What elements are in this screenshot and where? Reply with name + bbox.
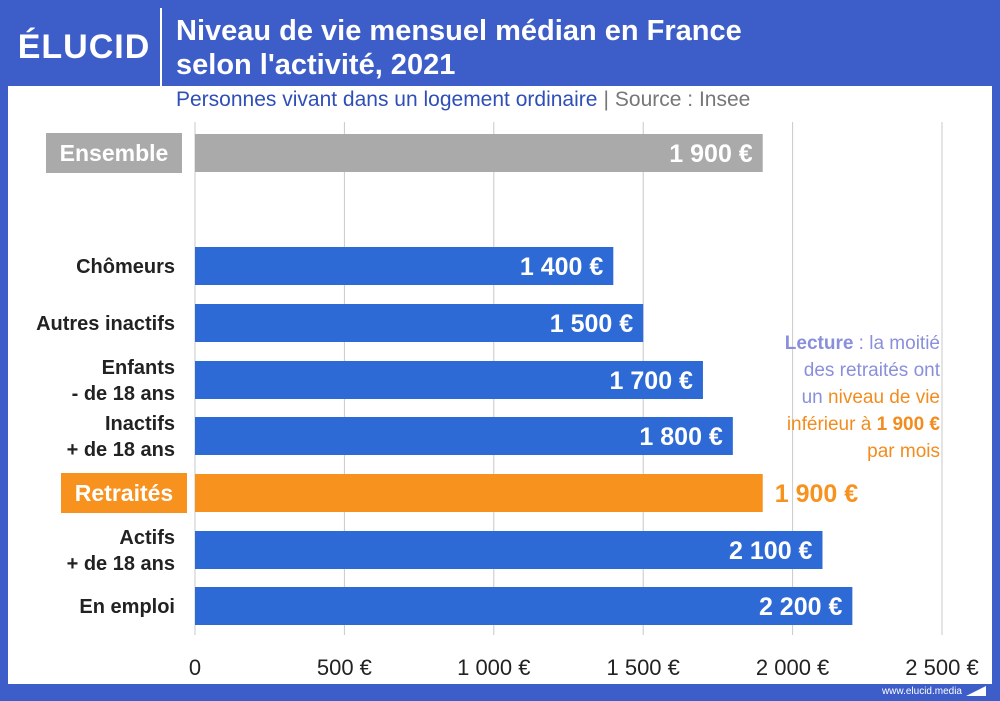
source-text: Source : Insee [614,88,751,111]
category-label-box [46,133,182,173]
bar [195,417,733,455]
chart-title: Niveau de vie mensuel médian en France s… [176,14,976,82]
bar-value-label: 2 200 € [759,593,843,621]
category-label: En emploi [79,596,175,618]
reading-note-line4: inférieur à 1 900 € [700,411,940,438]
category-label-box [61,473,187,513]
x-tick-label: 500 € [317,655,372,680]
category-label: Enfants [102,357,175,379]
bar [195,587,853,625]
header-bar: ÉLUCID Niveau de vie mensuel médian en F… [8,8,992,86]
x-tick-label: 2 500 € [905,655,978,680]
logo-box: ÉLUCID [8,8,162,86]
bar-value-label: 1 500 € [550,310,634,338]
bar [195,134,763,172]
x-tick-label: 1 500 € [606,655,679,680]
brand-mark-icon [966,686,986,696]
reading-note-label: Lecture [784,333,854,354]
x-tick-label: 1 000 € [457,655,530,680]
x-tick-label: 0 [189,655,201,680]
category-label: + de 18 ans [67,553,175,575]
category-label: Ensemble [60,140,169,166]
bar-value-label: 1 900 € [775,480,859,508]
subtitle-separator: | [603,88,609,111]
brand-logo: ÉLUCID [17,27,151,66]
reading-note-text4a: inférieur à [786,414,877,435]
reading-note: Lecture : la moitié des retraités ont un… [700,330,940,465]
reading-note-line3: un niveau de vie [700,384,940,411]
chart-frame [8,8,992,684]
category-label: Chômeurs [76,256,175,278]
category-label: Actifs [119,527,175,549]
x-tick-labels: 0 500 € 1 000 € 1 500 € 2 000 € 2 500 € [189,655,979,680]
website-credit: www.elucid.media [881,686,962,697]
chart-subtitle: Personnes vivant dans un logement ordina… [176,88,750,112]
reading-note-text3b: niveau de vie [828,387,940,408]
bar [195,361,703,399]
bar-value-label: 2 100 € [729,537,813,565]
bar [195,474,763,512]
bars-group: 1 900 € Ensemble 1 400 € Chômeurs 1 500 € Aut… [36,133,858,625]
chart-title-line1: Niveau de vie mensuel médian en France [176,15,742,47]
bar [195,304,644,342]
x-tick-label: 2 000 € [756,655,829,680]
category-label: + de 18 ans [67,439,175,461]
category-label: Inactifs [105,413,175,435]
subtitle-text: Personnes vivant dans un logement ordina… [176,88,598,111]
reading-note-value: 1 900 € [876,414,940,435]
reading-note-text1: : la moitié [853,333,940,354]
reading-note-line2: des retraités ont [803,360,940,381]
category-label: Retraités [75,480,173,506]
bar [195,247,614,285]
reading-note-line5: par mois [867,441,940,462]
bar-value-label: 1 900 € [669,140,753,168]
bar-value-label: 1 800 € [639,423,723,451]
reading-note-line1: Lecture : la moitié [700,330,940,357]
category-label: - de 18 ans [72,383,175,405]
bar [195,531,823,569]
category-label: Autres inactifs [36,313,175,335]
bar-value-label: 1 400 € [520,253,604,281]
bar-value-label: 1 700 € [610,367,694,395]
reading-note-text3a: un [801,387,829,408]
chart-title-line2: selon l'activité, 2021 [176,49,456,81]
